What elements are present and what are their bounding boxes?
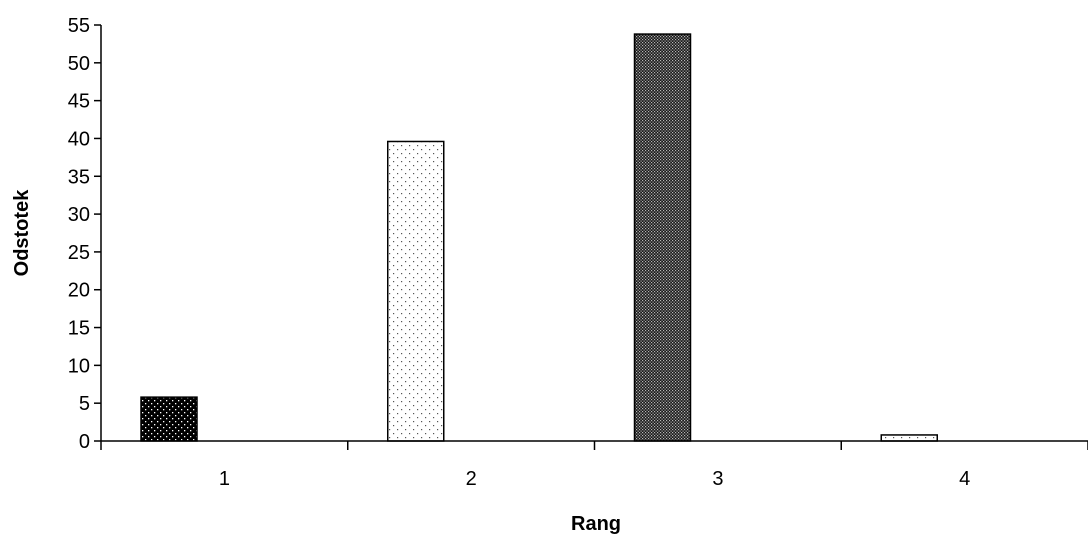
y-tick-label: 25	[68, 242, 90, 264]
y-axis-title: Odstotek	[11, 189, 33, 277]
x-tick-label: 3	[712, 468, 723, 490]
x-tick-label: 1	[219, 468, 230, 490]
y-tick-label: 40	[68, 128, 90, 150]
y-tick-label: 5	[79, 393, 90, 415]
y-tick-label: 50	[68, 53, 90, 75]
y-tick-label: 10	[68, 355, 90, 377]
bar-1	[141, 397, 197, 441]
bars	[141, 34, 937, 441]
x-axis-ticks: 1 2 3 4	[101, 441, 1088, 490]
bar-4	[881, 435, 937, 441]
y-tick-label: 45	[68, 91, 90, 113]
x-axis-title: Rang	[571, 513, 621, 535]
y-tick-label: 35	[68, 166, 90, 188]
y-tick-label: 55	[68, 15, 90, 37]
x-tick-label: 4	[959, 468, 970, 490]
bar-3	[635, 34, 691, 441]
x-tick-label: 2	[466, 468, 477, 490]
y-axis-ticks: 0 5 10 15 20 25 30 35 40 45 50 55	[68, 15, 101, 453]
y-tick-label: 15	[68, 318, 90, 340]
y-tick-label: 0	[79, 431, 90, 453]
y-tick-label: 30	[68, 204, 90, 226]
y-tick-label: 20	[68, 280, 90, 302]
bar-2	[388, 141, 444, 441]
